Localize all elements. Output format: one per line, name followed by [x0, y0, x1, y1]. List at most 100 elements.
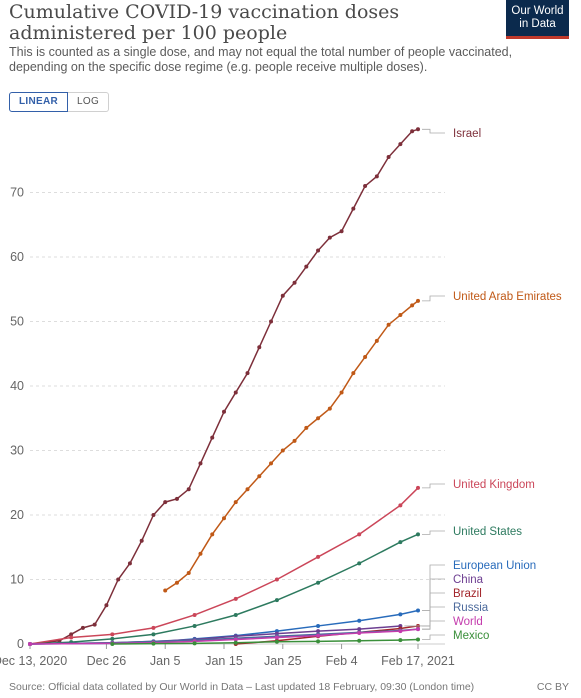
data-point — [410, 129, 415, 134]
data-point — [292, 280, 297, 285]
x-tick-label: Dec 26 — [87, 654, 127, 668]
data-point — [139, 538, 144, 543]
data-point — [257, 345, 262, 350]
data-point — [192, 623, 197, 628]
series-line-united-arab-emirates — [164, 300, 419, 592]
data-point — [110, 632, 115, 637]
data-point — [127, 561, 132, 566]
linear-scale-button[interactable]: LINEAR — [9, 92, 69, 112]
data-point — [274, 577, 279, 582]
data-point — [304, 264, 309, 269]
y-tick-label: 30 — [10, 444, 24, 458]
chart-subtitle: This is counted as a single dose, and ma… — [9, 45, 513, 74]
log-scale-button[interactable]: LOG — [68, 92, 110, 112]
x-axis: Dec 13, 2020 Dec 26 Jan 5 Jan 15 Jan 25 Feb 4… — [0, 644, 455, 668]
label-connector — [422, 564, 445, 611]
data-point — [398, 313, 403, 318]
data-point — [151, 513, 156, 517]
data-point — [374, 174, 379, 179]
data-point — [151, 641, 156, 646]
series-line-israel — [29, 128, 419, 645]
logo-line-2: in Data — [519, 18, 556, 30]
data-point — [110, 642, 115, 646]
data-point — [269, 461, 274, 466]
data-point — [69, 635, 74, 640]
y-tick-label: 20 — [10, 508, 24, 522]
data-point — [374, 338, 379, 343]
label-connector — [422, 295, 445, 302]
series-label-world: World — [453, 616, 483, 628]
data-point — [198, 551, 203, 556]
data-point — [398, 142, 403, 147]
data-point — [80, 625, 85, 630]
data-point — [222, 409, 226, 414]
data-point — [116, 577, 121, 582]
x-tick-label: Feb 17, 2021 — [381, 654, 455, 668]
data-point — [233, 612, 238, 617]
data-point — [357, 627, 362, 632]
data-point — [174, 580, 179, 585]
series-line-world — [29, 628, 419, 645]
data-point — [233, 640, 238, 645]
data-point — [316, 248, 321, 253]
data-point — [398, 638, 403, 643]
series-label-brazil: Brazil — [453, 588, 482, 600]
series-label-israel: Israel — [453, 128, 481, 140]
y-axis: 0 10 20 30 40 50 60 70 — [10, 186, 24, 652]
y-tick-label: 40 — [10, 379, 24, 393]
data-point — [210, 532, 215, 537]
data-point — [186, 487, 191, 492]
data-point — [210, 435, 215, 440]
data-point — [257, 474, 262, 479]
data-point — [398, 503, 403, 508]
data-point — [386, 155, 391, 160]
data-point — [163, 500, 168, 505]
logo-line-1: Our World — [511, 5, 564, 17]
data-point — [316, 639, 321, 644]
data-point — [416, 637, 420, 642]
data-point — [327, 235, 332, 240]
data-point — [233, 637, 238, 642]
data-point — [316, 416, 321, 421]
data-point — [233, 500, 238, 505]
data-point — [151, 625, 156, 630]
owid-logo[interactable]: Our World in Data — [506, 0, 569, 36]
data-point — [110, 636, 115, 641]
data-point — [174, 496, 179, 501]
data-point — [416, 532, 420, 537]
data-point — [398, 629, 403, 634]
data-point — [222, 516, 226, 521]
y-tick-label: 0 — [17, 637, 24, 651]
series-labels: Israel United Arab Emirates United Kingdom… — [404, 128, 562, 642]
data-point — [304, 425, 309, 430]
data-point — [410, 303, 415, 308]
data-point — [316, 580, 321, 585]
x-tick-label: Jan 5 — [150, 654, 181, 668]
license-link[interactable]: CC BY — [536, 681, 569, 693]
data-point — [274, 635, 279, 640]
series-label-united-arab-emirates: United Arab Emirates — [453, 291, 562, 303]
series-label-european-union: European Union — [453, 560, 536, 572]
data-point — [163, 588, 168, 593]
data-point — [233, 596, 238, 601]
x-tick-label: Feb 4 — [326, 654, 358, 668]
data-point — [416, 127, 420, 132]
label-connector — [422, 634, 445, 640]
data-point — [357, 638, 362, 643]
data-point — [269, 319, 274, 324]
data-point — [416, 485, 420, 490]
data-point — [292, 438, 297, 443]
label-connector — [422, 483, 445, 489]
chart-title: Cumulative COVID-19 vaccination doses ad… — [9, 1, 400, 44]
label-connector — [422, 530, 445, 535]
grid-lines — [30, 192, 445, 645]
data-point — [198, 461, 203, 466]
x-tick-label: Jan 25 — [264, 654, 302, 668]
x-tick-label: Dec 13, 2020 — [0, 654, 67, 668]
data-point — [316, 554, 321, 559]
data-point — [186, 571, 191, 576]
data-point — [357, 532, 362, 537]
label-connector — [422, 128, 445, 134]
data-point — [245, 371, 250, 376]
series-lines — [28, 127, 420, 646]
